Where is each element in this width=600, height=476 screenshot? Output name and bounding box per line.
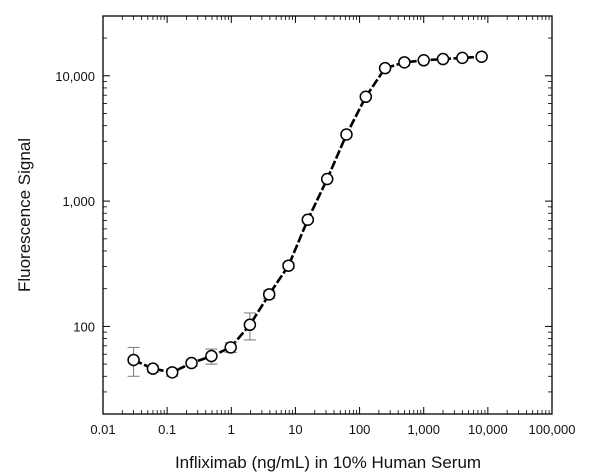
data-point — [224, 341, 237, 354]
point-layer — [127, 50, 488, 379]
data-point — [262, 288, 276, 301]
y-axis-title: Fluorescence Signal — [15, 138, 34, 292]
x-tick-label: 0.01 — [90, 422, 115, 437]
data-point — [243, 318, 257, 332]
x-axis-title: Infliximab (ng/mL) in 10% Human Serum — [175, 453, 481, 472]
data-point — [320, 172, 334, 186]
data-point — [165, 366, 179, 379]
x-tick-label: 10 — [288, 422, 302, 437]
data-point — [127, 353, 140, 367]
y-tick-label: 1,000 — [62, 194, 95, 209]
data-point — [359, 90, 373, 104]
y-tick-label: 10,000 — [55, 69, 95, 84]
data-point — [282, 259, 295, 272]
tick-layer: 0.01 0.1 1 10 100 1,000 10,000 100,000 100 1,000 1… — [55, 16, 576, 437]
data-point — [378, 61, 392, 75]
data-point — [436, 52, 450, 66]
data-point — [398, 56, 411, 69]
x-tick-label: 0.1 — [158, 422, 176, 437]
data-point — [301, 213, 315, 226]
x-tick-label: 10,000 — [468, 422, 508, 437]
data-point — [340, 128, 353, 141]
data-point — [475, 50, 488, 63]
x-tick-label: 1 — [228, 422, 235, 437]
data-point — [205, 349, 218, 363]
x-tick-label: 1,000 — [407, 422, 440, 437]
data-point — [146, 362, 160, 375]
data-point — [185, 356, 198, 370]
x-tick-label: 100 — [349, 422, 371, 437]
x-tick-label: 100,000 — [529, 422, 576, 437]
y-tick-label: 100 — [73, 319, 95, 334]
plot-area — [102, 15, 553, 415]
data-point — [417, 54, 430, 67]
data-point — [456, 51, 469, 65]
